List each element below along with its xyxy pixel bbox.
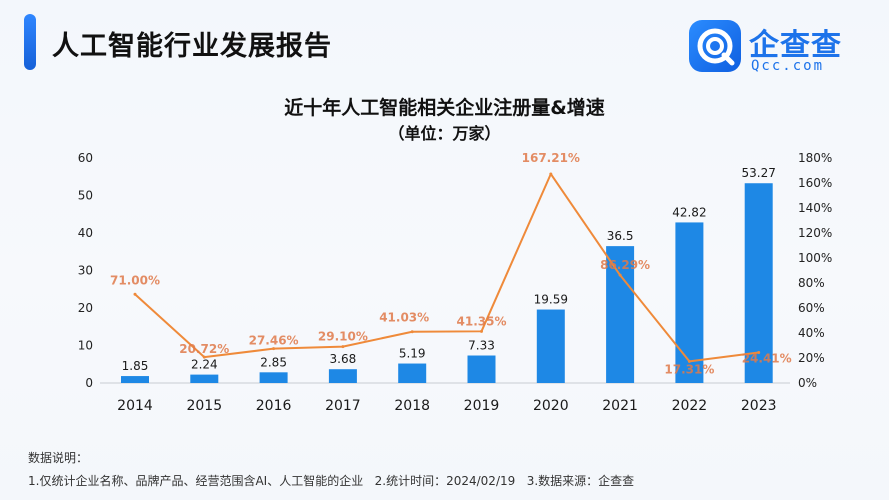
right-axis-tick-label: 60% (798, 301, 825, 315)
right-axis-tick-label: 180% (798, 151, 832, 165)
bar-value-label: 2.24 (191, 358, 218, 372)
growth-rate-label: 41.03% (379, 311, 429, 325)
growth-rate-label: 17.31% (664, 362, 714, 376)
x-axis-tick-label: 2016 (256, 398, 292, 414)
bar-value-label: 42.82 (672, 205, 706, 219)
chart-subtitle: （单位：万家） (388, 124, 501, 143)
left-axis-tick-label: 60 (78, 151, 93, 165)
growth-rate-point (549, 172, 553, 176)
x-axis-tick-label: 2022 (672, 398, 708, 414)
bar-value-label: 1.85 (122, 359, 149, 373)
x-axis-tick-label: 2021 (602, 398, 638, 414)
bar (328, 369, 357, 383)
right-axis-tick-label: 140% (798, 201, 832, 215)
right-axis-tick-label: 100% (798, 251, 832, 265)
left-axis-tick-label: 30 (78, 264, 93, 278)
notes-body: 1.仅统计企业名称、品牌产品、经营范围含AI、人工智能的企业 2.统计时间：20… (28, 474, 635, 488)
bar-value-label: 53.27 (742, 166, 776, 180)
left-axis-tick-label: 10 (78, 339, 93, 353)
growth-rate-label: 29.10% (318, 330, 368, 344)
growth-rate-point (272, 347, 276, 351)
right-axis-tick-label: 160% (798, 176, 832, 190)
growth-rate-label: 41.35% (457, 314, 507, 328)
x-axis-tick-label: 2014 (117, 398, 153, 414)
left-axis-tick-label: 50 (78, 189, 93, 203)
bar (398, 363, 427, 383)
bar (259, 372, 288, 383)
right-axis-tick-label: 40% (798, 326, 825, 340)
bar (744, 183, 773, 383)
bar (467, 355, 496, 383)
growth-rate-point (341, 345, 345, 349)
growth-rate-label: 20.72% (179, 342, 229, 356)
bar-value-label: 3.68 (330, 352, 357, 366)
chart-title: 近十年人工智能相关企业注册量&增速 (284, 97, 605, 119)
bar (675, 222, 704, 383)
bar (536, 309, 565, 383)
bar (190, 374, 219, 383)
notes-heading: 数据说明： (28, 451, 89, 465)
x-axis-tick-label: 2015 (186, 398, 222, 414)
left-axis-tick-label: 0 (85, 376, 93, 390)
growth-rate-point (410, 330, 414, 334)
right-axis-tick-label: 0% (798, 376, 817, 390)
x-axis-tick-label: 2018 (394, 398, 430, 414)
report-title: 人工智能行业发展报告 (52, 31, 332, 62)
bar (606, 246, 635, 383)
growth-rate-point (202, 355, 206, 359)
x-axis-tick-label: 2017 (325, 398, 361, 414)
growth-rate-point (480, 329, 483, 333)
x-axis-tick-label: 2020 (533, 398, 569, 414)
growth-rate-label: 71.00% (110, 273, 160, 287)
left-axis-tick-label: 20 (78, 301, 93, 315)
brand-logo: 企查查 Qcc.com (689, 20, 869, 74)
growth-rate-label: 27.46% (249, 334, 299, 348)
bar-value-label: 36.5 (607, 229, 634, 243)
logo-subtitle: Qcc.com (751, 58, 825, 74)
growth-rate-label: 24.41% (742, 351, 792, 365)
right-axis-tick-label: 20% (798, 351, 825, 365)
growth-rate-label: 167.21% (522, 151, 580, 165)
bar-value-label: 2.85 (260, 355, 287, 369)
growth-rate-point (687, 359, 691, 363)
right-axis-tick-label: 80% (798, 276, 825, 290)
growth-rate-label: 86.29% (600, 258, 650, 272)
bar-value-label: 7.33 (468, 339, 495, 353)
left-axis-tick-label: 40 (78, 226, 93, 240)
right-axis-tick-label: 120% (798, 226, 832, 240)
growth-rate-line (134, 172, 759, 363)
growth-rate-point (618, 273, 622, 277)
growth-rate-point (757, 350, 761, 354)
bar (121, 376, 149, 383)
growth-rate-point (133, 292, 137, 296)
bar-value-label: 19.59 (534, 293, 568, 307)
logo-name: 企查查 (749, 28, 842, 63)
accent-bar (24, 14, 36, 70)
bar-value-label: 5.19 (399, 347, 426, 361)
x-axis-tick-label: 2023 (741, 398, 777, 414)
x-axis-tick-label: 2019 (464, 398, 500, 414)
qcc-logo-icon (689, 20, 741, 72)
